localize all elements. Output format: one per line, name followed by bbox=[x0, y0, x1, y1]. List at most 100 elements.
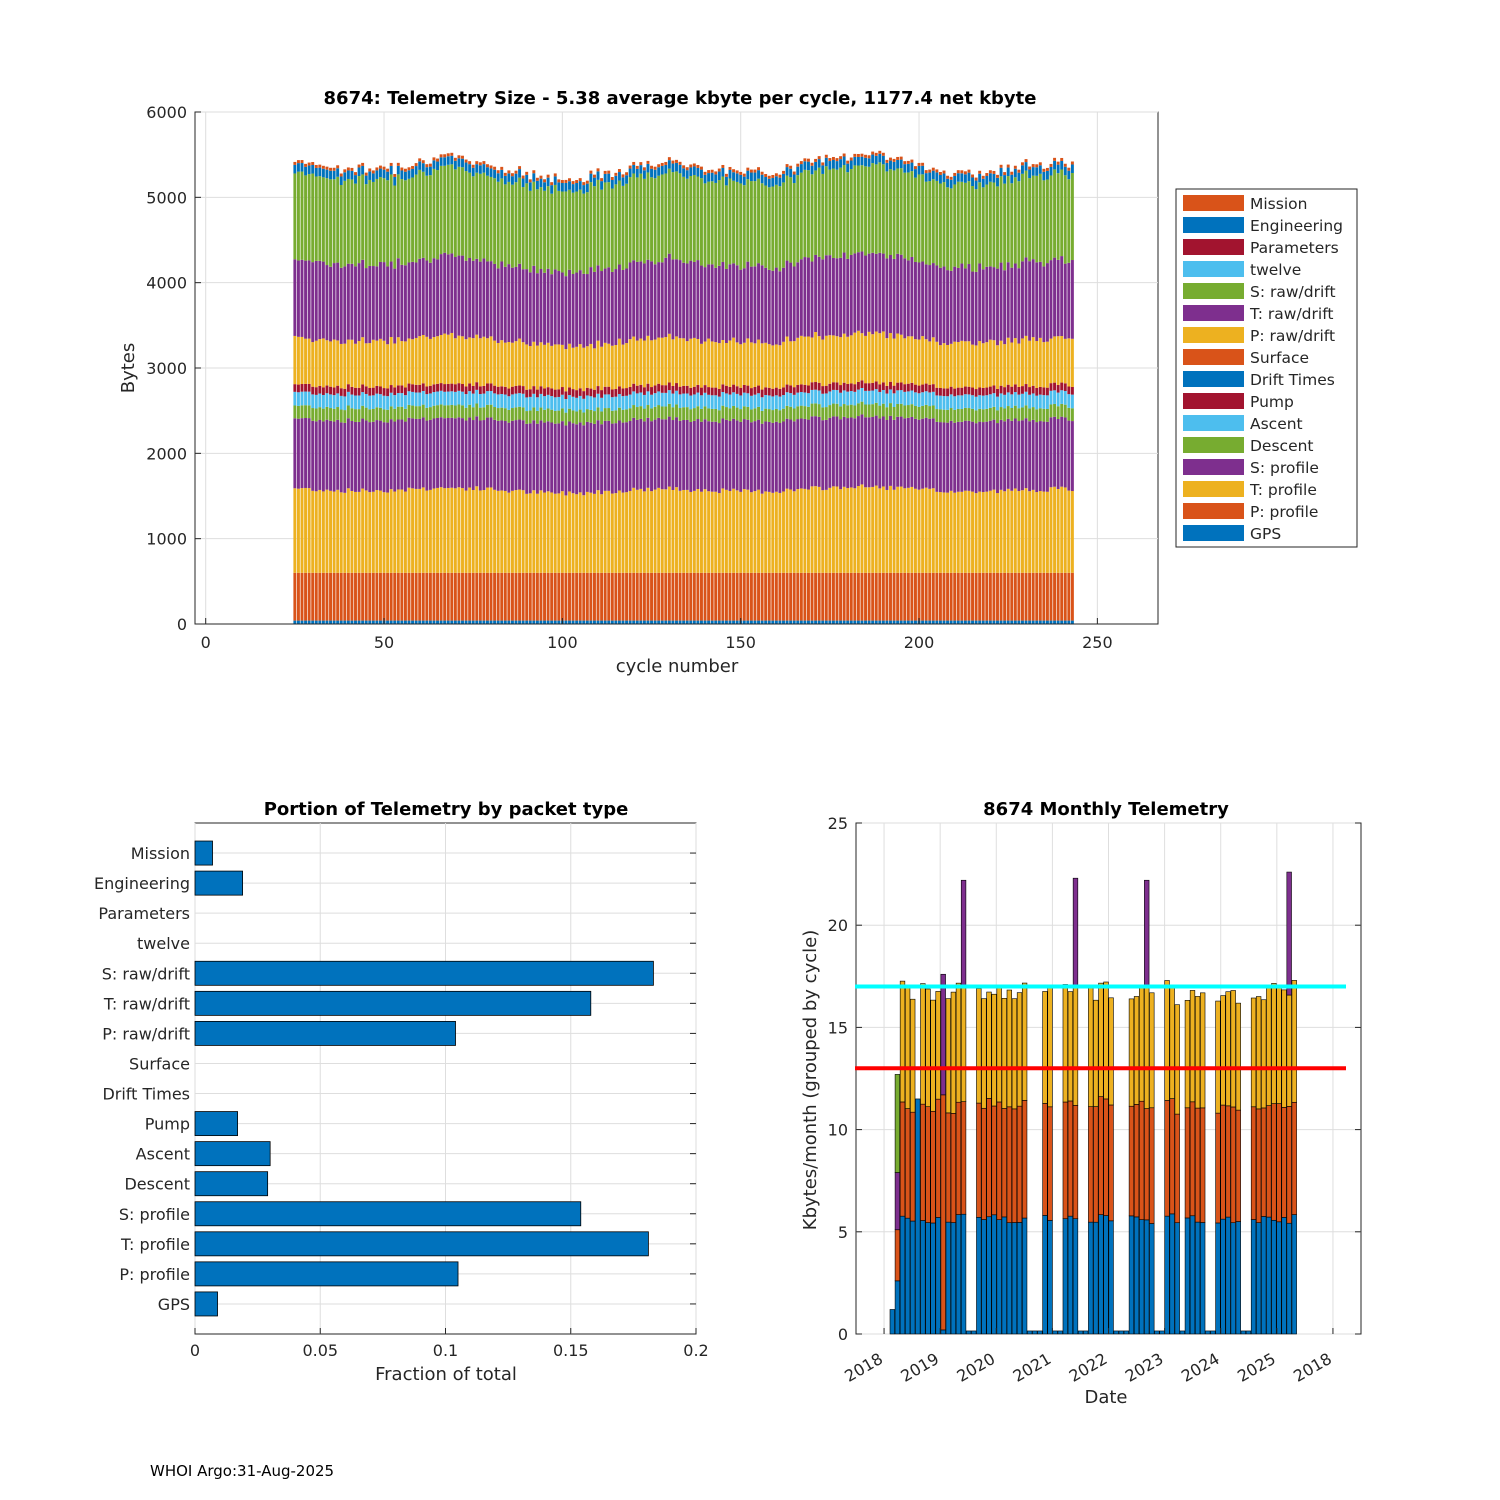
top-bar-segment bbox=[782, 173, 785, 183]
top-bar-segment bbox=[685, 263, 689, 342]
top-bar-segment bbox=[296, 384, 300, 393]
top-bar-segment bbox=[642, 340, 646, 388]
top-bar-segment bbox=[764, 267, 768, 343]
top-bar-segment bbox=[603, 420, 607, 491]
monthly-bar-segment bbox=[986, 1216, 992, 1335]
top-bar-segment bbox=[667, 253, 671, 334]
top-bar-segment bbox=[817, 167, 821, 257]
top-bar-segment bbox=[642, 394, 646, 409]
monthly-tick-label-y: 20 bbox=[828, 916, 848, 935]
top-bar-segment bbox=[571, 572, 575, 621]
top-bar-segment bbox=[610, 271, 614, 346]
top-tick-label-x: 200 bbox=[904, 633, 935, 652]
top-bar-segment bbox=[354, 172, 357, 176]
top-bar-segment bbox=[321, 491, 325, 573]
top-bar-segment bbox=[496, 490, 500, 573]
top-bar-segment bbox=[478, 407, 482, 421]
top-bar-segment bbox=[1013, 488, 1017, 573]
top-bar-segment bbox=[978, 395, 982, 409]
top-bar-segment bbox=[1006, 167, 1010, 177]
top-bar-segment bbox=[1010, 171, 1014, 175]
top-bar-segment bbox=[475, 161, 479, 165]
top-bar-segment bbox=[521, 620, 525, 624]
top-bar-segment bbox=[792, 421, 796, 492]
top-bar-segment bbox=[343, 388, 347, 397]
top-bar-segment bbox=[992, 419, 996, 490]
top-bar-segment bbox=[753, 572, 757, 621]
top-bar-segment bbox=[296, 163, 300, 172]
top-bar-segment bbox=[849, 487, 853, 573]
top-bar-segment bbox=[974, 396, 978, 411]
top-bar-segment bbox=[671, 572, 675, 621]
top-bar-segment bbox=[667, 382, 671, 391]
top-bar-segment bbox=[906, 417, 910, 488]
top-tick-label-y: 0 bbox=[177, 615, 187, 634]
top-bar-segment bbox=[874, 389, 878, 403]
top-bar-segment bbox=[771, 620, 775, 624]
top-bar-segment bbox=[757, 572, 760, 621]
top-bar-segment bbox=[514, 266, 518, 342]
monthly-bar-segment bbox=[1108, 1104, 1114, 1222]
top-bar-segment bbox=[357, 409, 361, 422]
top-bar-segment bbox=[935, 620, 939, 624]
top-bar-segment bbox=[1038, 394, 1042, 409]
top-bar-segment bbox=[368, 409, 372, 423]
top-bar-segment bbox=[321, 338, 325, 388]
top-bar-segment bbox=[799, 335, 803, 385]
top-bar-segment bbox=[914, 392, 917, 406]
top-bar-segment bbox=[971, 344, 974, 388]
top-bar-segment bbox=[1017, 572, 1021, 621]
top-bar-segment bbox=[642, 170, 646, 179]
top-bar-segment bbox=[1035, 620, 1039, 624]
top-bar-segment bbox=[846, 258, 850, 337]
top-bar-segment bbox=[796, 489, 800, 573]
top-bar-segment bbox=[518, 169, 522, 178]
portion-category-label: Engineering bbox=[94, 874, 190, 893]
top-bar-segment bbox=[728, 178, 732, 265]
top-bar-segment bbox=[582, 495, 586, 573]
monthly-bar-segment bbox=[1006, 1222, 1012, 1335]
top-bar-segment bbox=[325, 489, 329, 573]
top-bar-segment bbox=[1053, 403, 1057, 417]
top-bar-segment bbox=[732, 488, 736, 573]
top-bar-segment bbox=[571, 184, 575, 193]
top-bar-segment bbox=[767, 387, 771, 396]
top-bar-segment bbox=[518, 385, 522, 394]
top-bar-segment bbox=[1013, 392, 1017, 406]
top-bar-segment bbox=[343, 572, 347, 621]
top-bar-segment bbox=[500, 166, 504, 170]
top-bar-segment bbox=[1003, 572, 1007, 621]
top-bar-segment bbox=[493, 263, 497, 341]
top-bar-segment bbox=[817, 620, 821, 624]
top-bar-segment bbox=[885, 572, 889, 621]
top-bar-segment bbox=[949, 408, 953, 421]
top-bar-segment bbox=[696, 406, 700, 420]
top-bar-segment bbox=[393, 185, 397, 269]
top-bar-segment bbox=[678, 386, 682, 395]
top-bar-segment bbox=[607, 620, 611, 624]
top-bar-segment bbox=[657, 175, 661, 263]
monthly-bar-segment bbox=[1149, 992, 1155, 1109]
top-bar-segment bbox=[461, 255, 464, 337]
top-bar-segment bbox=[1060, 160, 1064, 170]
legend-entry: P: raw/drift bbox=[1250, 327, 1335, 345]
top-bar-segment bbox=[354, 395, 357, 410]
top-bar-segment bbox=[1067, 167, 1071, 171]
top-bar-segment bbox=[635, 572, 639, 621]
top-bar-segment bbox=[396, 337, 400, 386]
top-bar-segment bbox=[667, 333, 671, 383]
top-bar-segment bbox=[671, 160, 675, 164]
top-bar-segment bbox=[350, 421, 354, 491]
top-bar-segment bbox=[635, 419, 639, 490]
top-bar-segment bbox=[607, 267, 611, 344]
top-bar-segment bbox=[814, 572, 818, 621]
top-bar-segment bbox=[671, 163, 675, 173]
top-bar-segment bbox=[496, 173, 500, 182]
top-bar-segment bbox=[560, 572, 564, 621]
top-bar-segment bbox=[650, 387, 653, 395]
top-bar-segment bbox=[428, 166, 432, 176]
top-bar-segment bbox=[336, 262, 340, 341]
top-bar-segment bbox=[414, 418, 418, 489]
top-bar-segment bbox=[318, 393, 322, 408]
